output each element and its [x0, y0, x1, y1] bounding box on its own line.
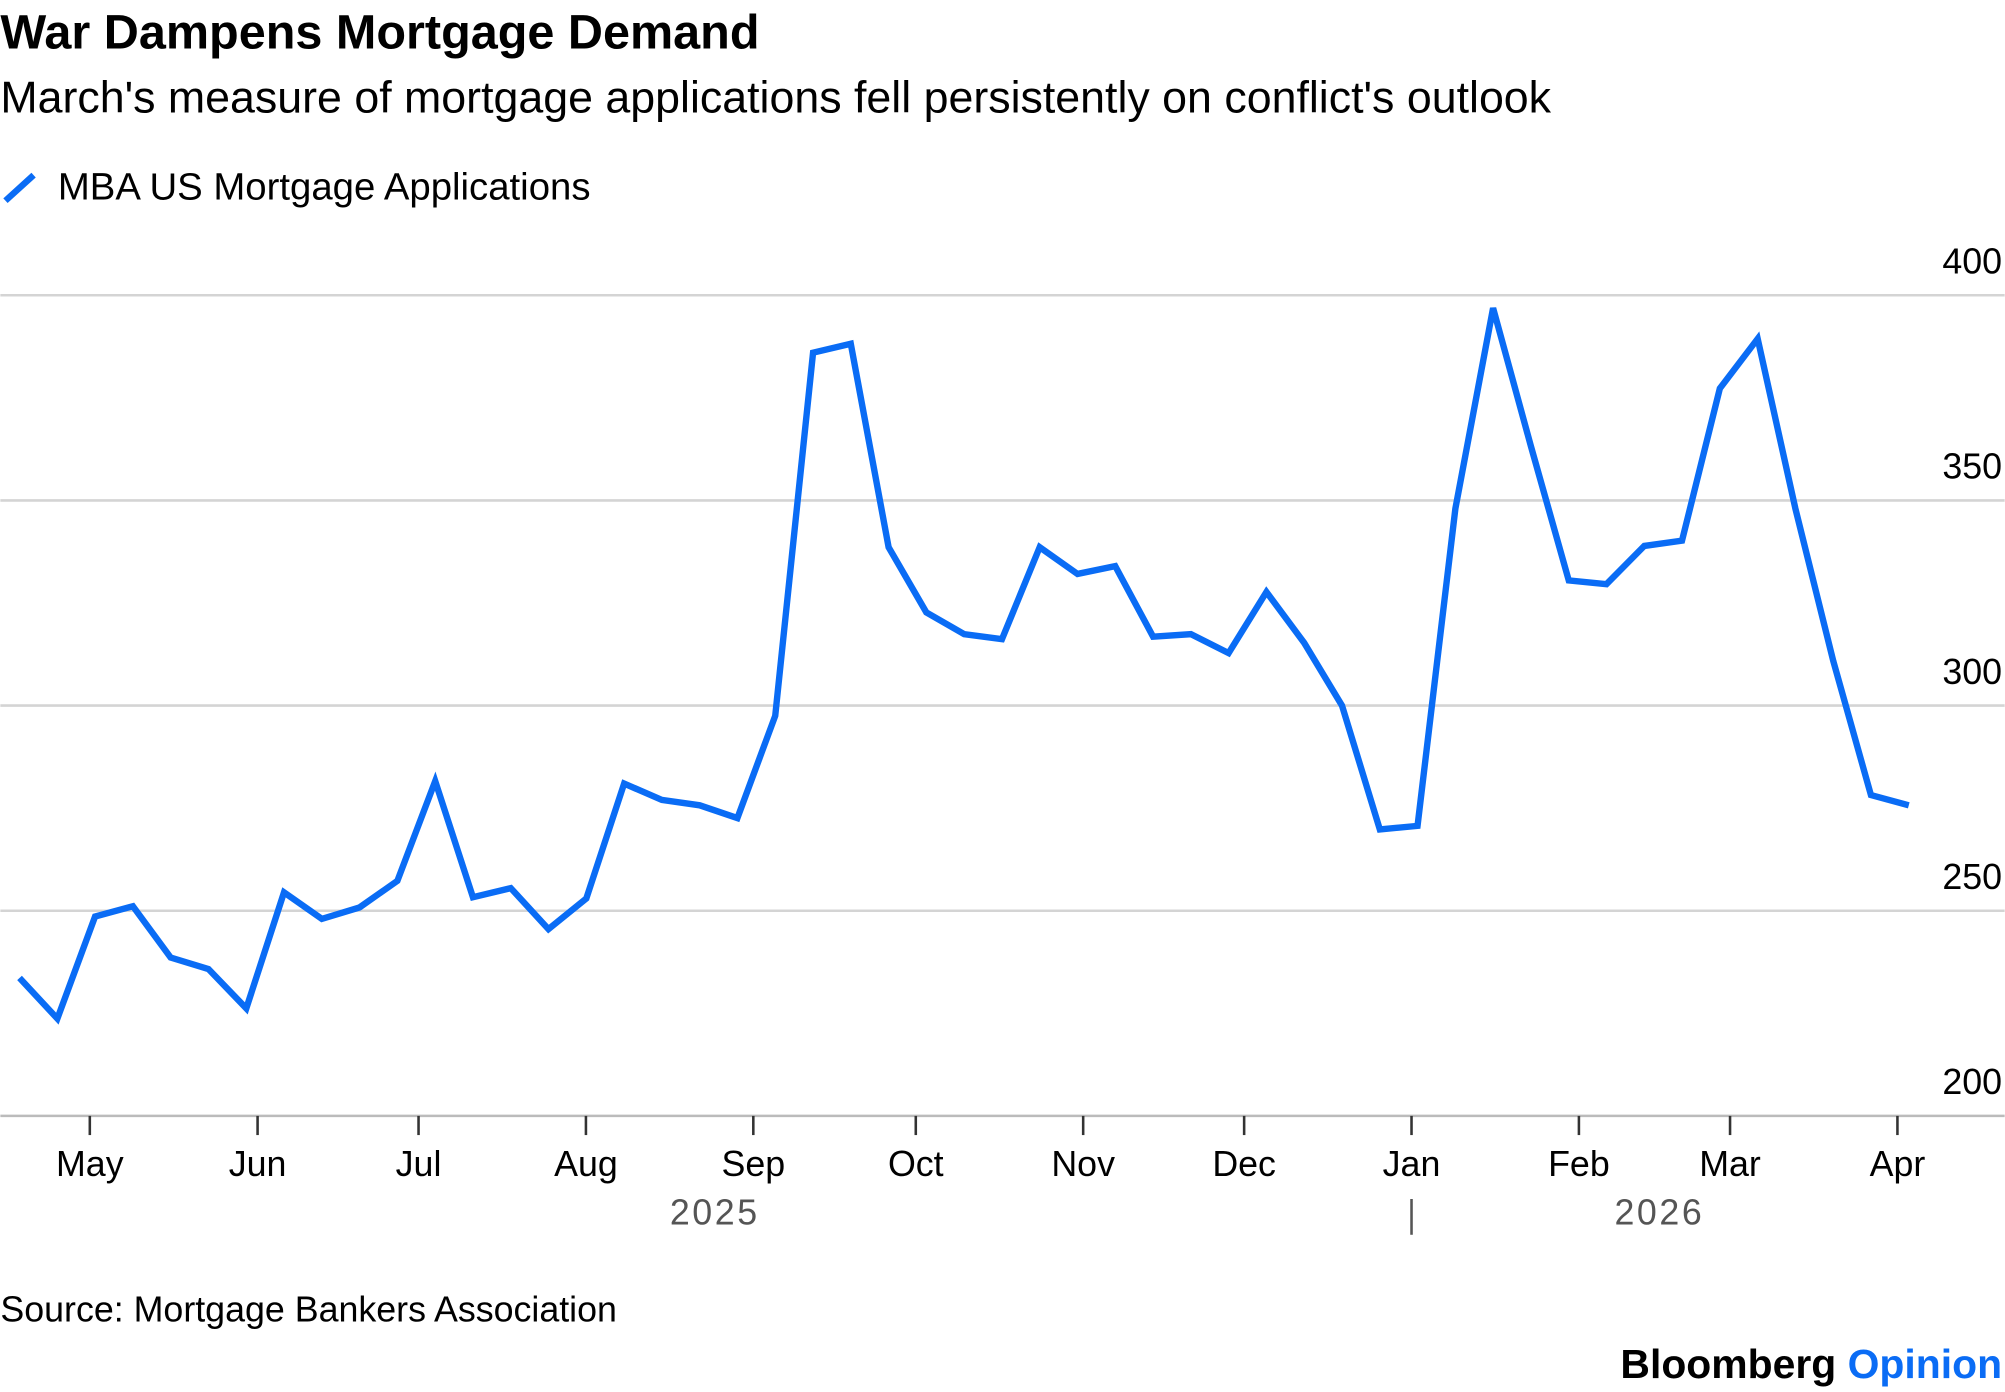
series: [17, 307, 1910, 1025]
x-tick-label: May: [56, 1144, 124, 1184]
chart-title: War Dampens Mortgage Demand: [0, 6, 759, 60]
x-tick-label: Mar: [1699, 1144, 1761, 1184]
chart-subtitle: March's measure of mortgage applications…: [0, 73, 1551, 122]
y-tick-label: 400: [1942, 242, 2002, 282]
brand-logo: Bloomberg Opinion: [1620, 1341, 2002, 1387]
series-line-mortgage-applications: [17, 307, 1910, 1025]
y-tick-label: 200: [1942, 1062, 2002, 1102]
x-tick-label: Apr: [1870, 1144, 1926, 1184]
source-note: Source: Mortgage Bankers Association: [0, 1290, 617, 1330]
x-axis: May Jun Jul Aug Sep Oct Nov Dec Jan Feb Mar Apr 2025…: [56, 1115, 1926, 1235]
x-tick-label: Jan: [1383, 1144, 1441, 1184]
y-tick-label: 350: [1942, 447, 2002, 487]
x-tick-label: Dec: [1212, 1144, 1276, 1184]
x-tick-label: Jul: [396, 1144, 442, 1184]
x-tick-label: Oct: [888, 1144, 944, 1184]
x-tick-label: Jun: [229, 1144, 287, 1184]
legend-line-icon: [3, 172, 36, 204]
x-tick-label: Feb: [1548, 1144, 1610, 1184]
x-tick-label: Sep: [721, 1144, 785, 1184]
y-axis-labels: 200 250 300 350 400: [1942, 242, 2002, 1103]
year-label: 2026: [1614, 1193, 1704, 1233]
gridlines: [0, 293, 2005, 1118]
x-tick-label: Aug: [554, 1144, 618, 1184]
y-tick-label: 250: [1942, 857, 2002, 897]
legend-label: MBA US Mortgage Applications: [58, 165, 591, 208]
x-tick-label: Nov: [1051, 1144, 1115, 1184]
year-label: 2025: [670, 1193, 760, 1233]
brand-name: Bloomberg: [1620, 1341, 1836, 1387]
legend: MBA US Mortgage Applications: [3, 165, 591, 208]
brand-suffix: Opinion: [1848, 1341, 2002, 1387]
y-tick-label: 300: [1942, 652, 2002, 692]
